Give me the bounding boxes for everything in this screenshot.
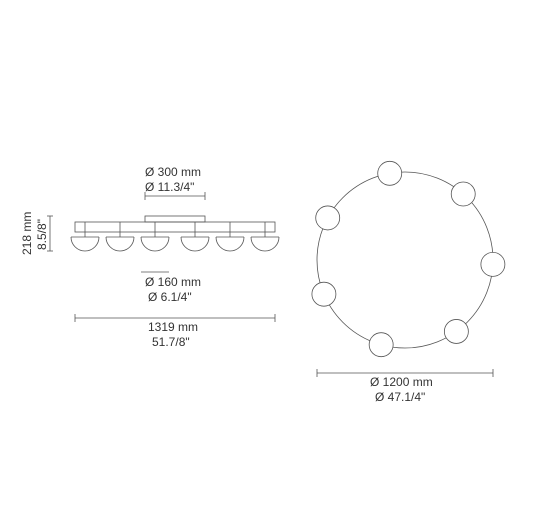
width-dim-in: 51.7/8" bbox=[152, 335, 190, 349]
height-dim-mm: 218 mm bbox=[20, 212, 34, 255]
ring-dim-mm: Ø 1200 mm bbox=[370, 375, 433, 389]
ring-dim-in: Ø 47.1/4" bbox=[375, 390, 425, 404]
width-dim-mm: 1319 mm bbox=[148, 320, 198, 334]
canopy-dim-mm: Ø 300 mm bbox=[145, 165, 201, 179]
globe-dim-mm: Ø 160 mm bbox=[145, 275, 201, 289]
technical-drawing bbox=[0, 0, 540, 511]
globe-dim-in: Ø 6.1/4" bbox=[148, 290, 192, 304]
canopy-dim-in: Ø 11.3/4" bbox=[145, 180, 194, 194]
height-dim-in: 8.5/8" bbox=[35, 219, 49, 250]
